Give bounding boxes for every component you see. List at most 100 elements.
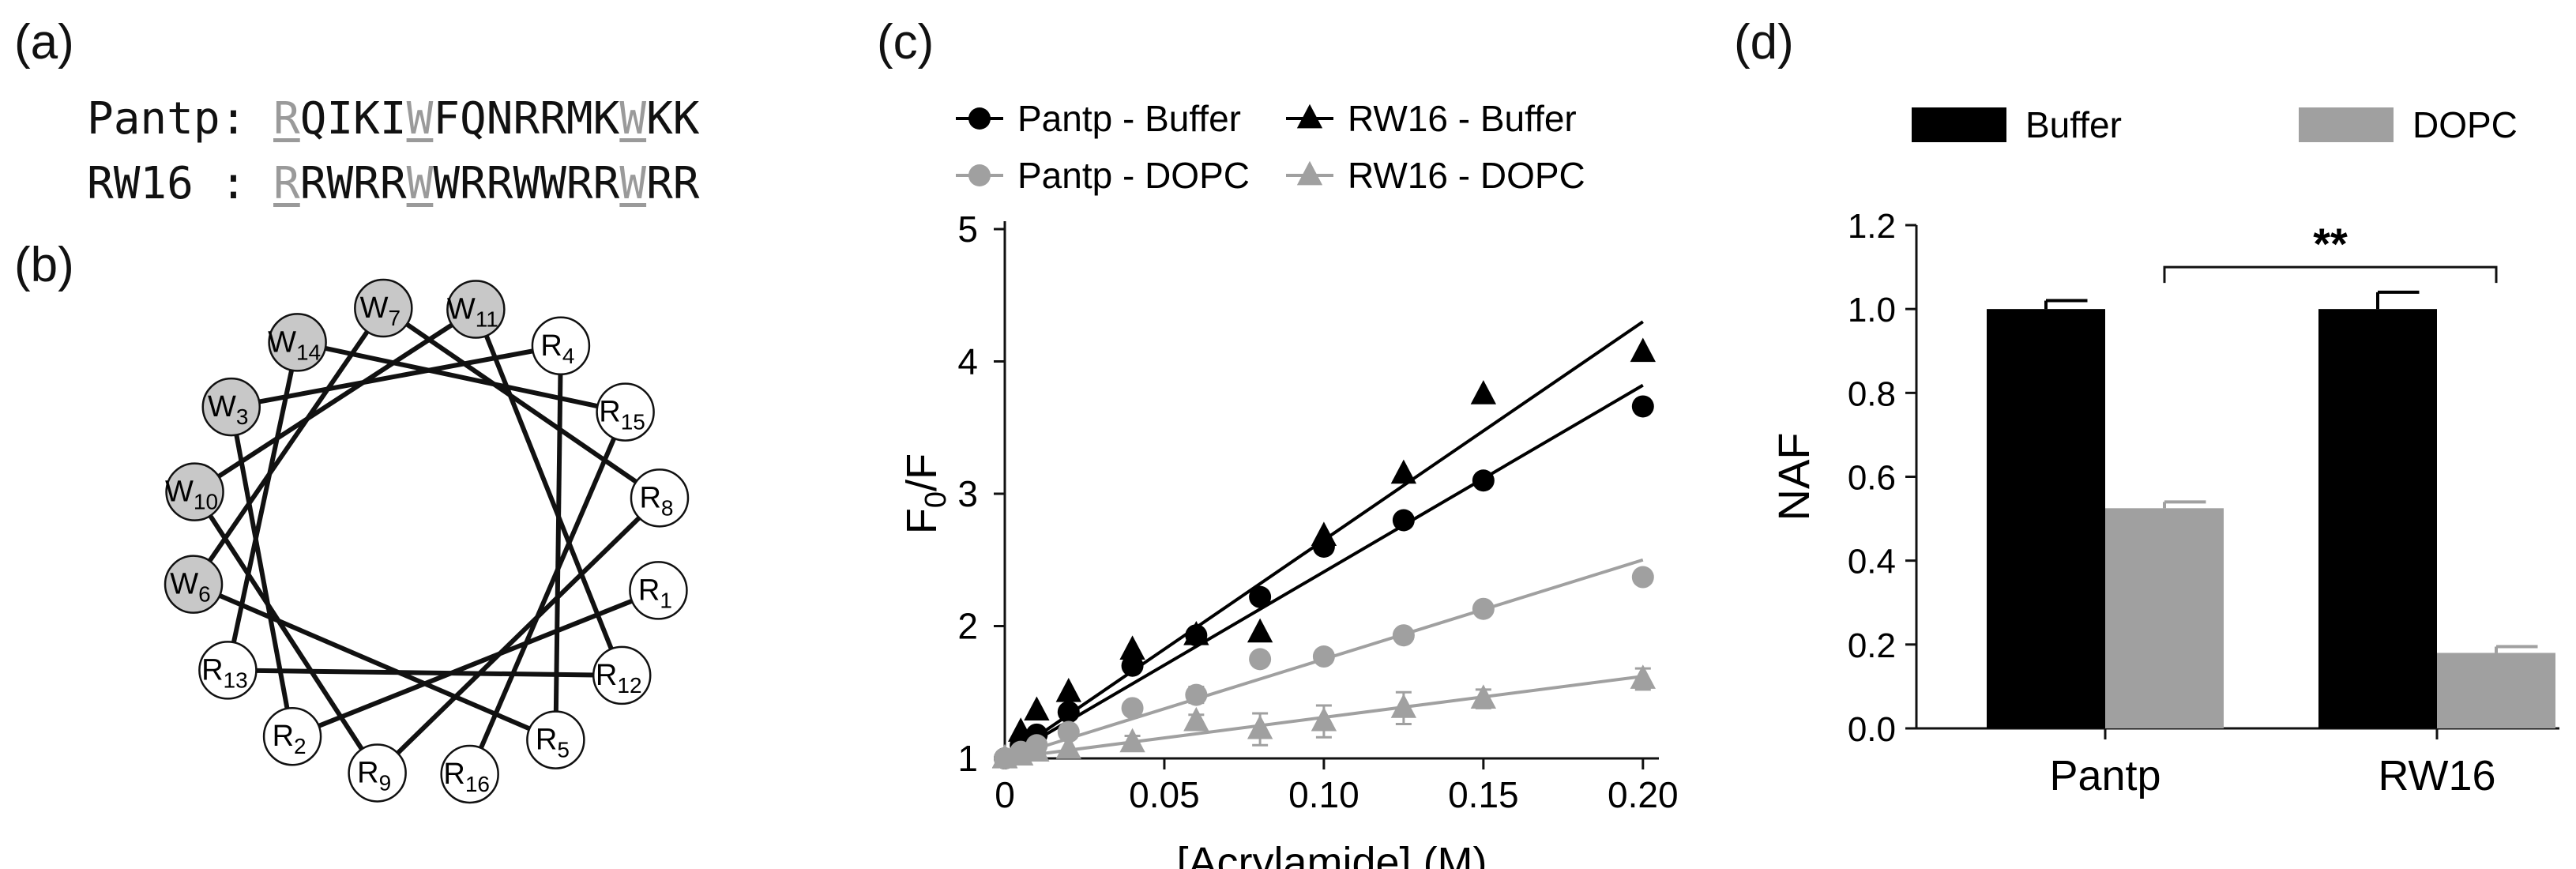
residue: Q (460, 93, 487, 145)
x-tick-label: 0 (995, 774, 1015, 815)
residue-label: R12 (596, 659, 642, 698)
bar (2318, 309, 2437, 729)
fit-line (1003, 383, 1644, 760)
y-axis-label: F0/F (898, 453, 953, 534)
bar (1987, 309, 2105, 729)
residue-circle (268, 313, 327, 372)
residue-circle (440, 744, 499, 804)
wheel-connection (225, 341, 300, 672)
residue-label: R8 (639, 481, 673, 520)
legend-item: RW16 - DOPC (1286, 155, 1585, 196)
residue: R (672, 158, 700, 209)
data-point (1185, 683, 1208, 706)
wheel-residue: R9 (348, 743, 407, 803)
x-tick-label: 0.15 (1448, 774, 1519, 815)
residue-circle (592, 645, 652, 705)
data-point (1470, 380, 1497, 404)
y-tick-label: 1 (957, 738, 978, 779)
stern-volmer-chart: 1 2 3 4 5 0 0.05 0.10 0.15 0.20 [Acrylamide] (M) F0… (898, 98, 1679, 869)
y-axis-label: NAF (1769, 433, 1818, 521)
y-tick-label: 0.2 (1848, 626, 1896, 665)
panel-label-b: (b) (14, 238, 74, 292)
legend-label: Pantp - Buffer (1017, 98, 1241, 139)
data-point (1121, 697, 1144, 720)
data-point (1312, 645, 1335, 668)
wheel-residue: W3 (201, 377, 261, 437)
wheel-connection (296, 340, 626, 415)
residue-label: W10 (165, 476, 218, 514)
panel-label-d: (d) (1734, 15, 1794, 70)
residue: R (379, 158, 407, 209)
data-point (1183, 706, 1209, 732)
series-1 (991, 320, 1656, 769)
y-tick-label: 0.0 (1848, 710, 1896, 749)
wheel-connection (228, 668, 622, 678)
residue: F (433, 93, 461, 145)
wheel-connection (193, 307, 478, 495)
wheel-residue: W11 (446, 280, 506, 339)
data-point (1183, 620, 1209, 645)
data-point (1055, 735, 1081, 759)
residue: R (273, 158, 300, 209)
wheel-connection (473, 308, 625, 677)
legend-item: Pantp - Buffer (956, 98, 1241, 139)
data-point (1055, 678, 1081, 702)
legend-item: RW16 - Buffer (1286, 98, 1577, 139)
residue: K (672, 93, 700, 145)
residue-label: R1 (638, 574, 672, 612)
residue: R (566, 158, 593, 209)
residue: W (326, 158, 354, 209)
residue-circle (262, 706, 322, 766)
data-point (1296, 160, 1323, 186)
bar (2105, 508, 2224, 728)
residue-circle (198, 641, 258, 700)
data-point (1247, 714, 1273, 739)
data-point (1249, 585, 1272, 608)
residue-circle (354, 278, 413, 338)
helical-wheel: W11 R4 R15 R8 R1 R12 R5 R16 R9 R2 R13 W6 W10 W3 W14 W7 (164, 278, 690, 804)
data-point (1024, 696, 1050, 721)
data-point (1470, 684, 1497, 709)
data-point (1247, 618, 1273, 643)
residue: I (379, 93, 407, 145)
wheel-residue: R15 (596, 382, 655, 442)
bracket-line (2163, 265, 2498, 284)
wheel-residue: W14 (268, 313, 327, 372)
data-point (1390, 694, 1417, 718)
residue-label: R13 (201, 653, 248, 692)
residue-circle (348, 743, 407, 803)
data-point (1121, 654, 1144, 677)
chart-d-legend: Buffer DOPC (1912, 104, 2518, 145)
significance-label: ** (2313, 219, 2348, 269)
wheel-residue: R16 (440, 744, 499, 804)
panel-label-a: (a) (14, 15, 74, 70)
bar-group (1987, 299, 2224, 729)
data-point (1472, 597, 1495, 620)
legend-label: Buffer (2025, 104, 2122, 145)
residue: N (486, 93, 513, 145)
residue: R (353, 158, 380, 209)
residue: W (513, 158, 540, 209)
significance-bracket: ** (2163, 219, 2498, 284)
data-point (1392, 624, 1415, 647)
residue: R (540, 93, 566, 145)
data-point (1119, 728, 1145, 753)
series-3 (991, 664, 1656, 769)
residue-label: W14 (268, 325, 321, 364)
wheel-residue: R12 (592, 645, 652, 705)
residue-circle (446, 280, 506, 339)
residue-label: R5 (536, 724, 570, 762)
sequence-row-0: Pantp: RQIKIWFQNRRMKWKK (87, 93, 700, 145)
legend-label: DOPC (2412, 104, 2518, 145)
data-point (1008, 717, 1034, 742)
residue: M (566, 93, 593, 145)
sequence-row-1: RW16 : RRWRRWWRRWWRRWRR (87, 158, 700, 209)
data-point (1630, 664, 1656, 689)
residue-label: W3 (208, 390, 248, 429)
y-tick-label: 1.2 (1848, 207, 1896, 246)
wheel-residue: R1 (629, 561, 688, 620)
residue-circle (165, 462, 224, 521)
x-tick-label: Pantp (2049, 752, 2160, 799)
data-point (1390, 459, 1417, 484)
wheel-connection (467, 411, 628, 776)
